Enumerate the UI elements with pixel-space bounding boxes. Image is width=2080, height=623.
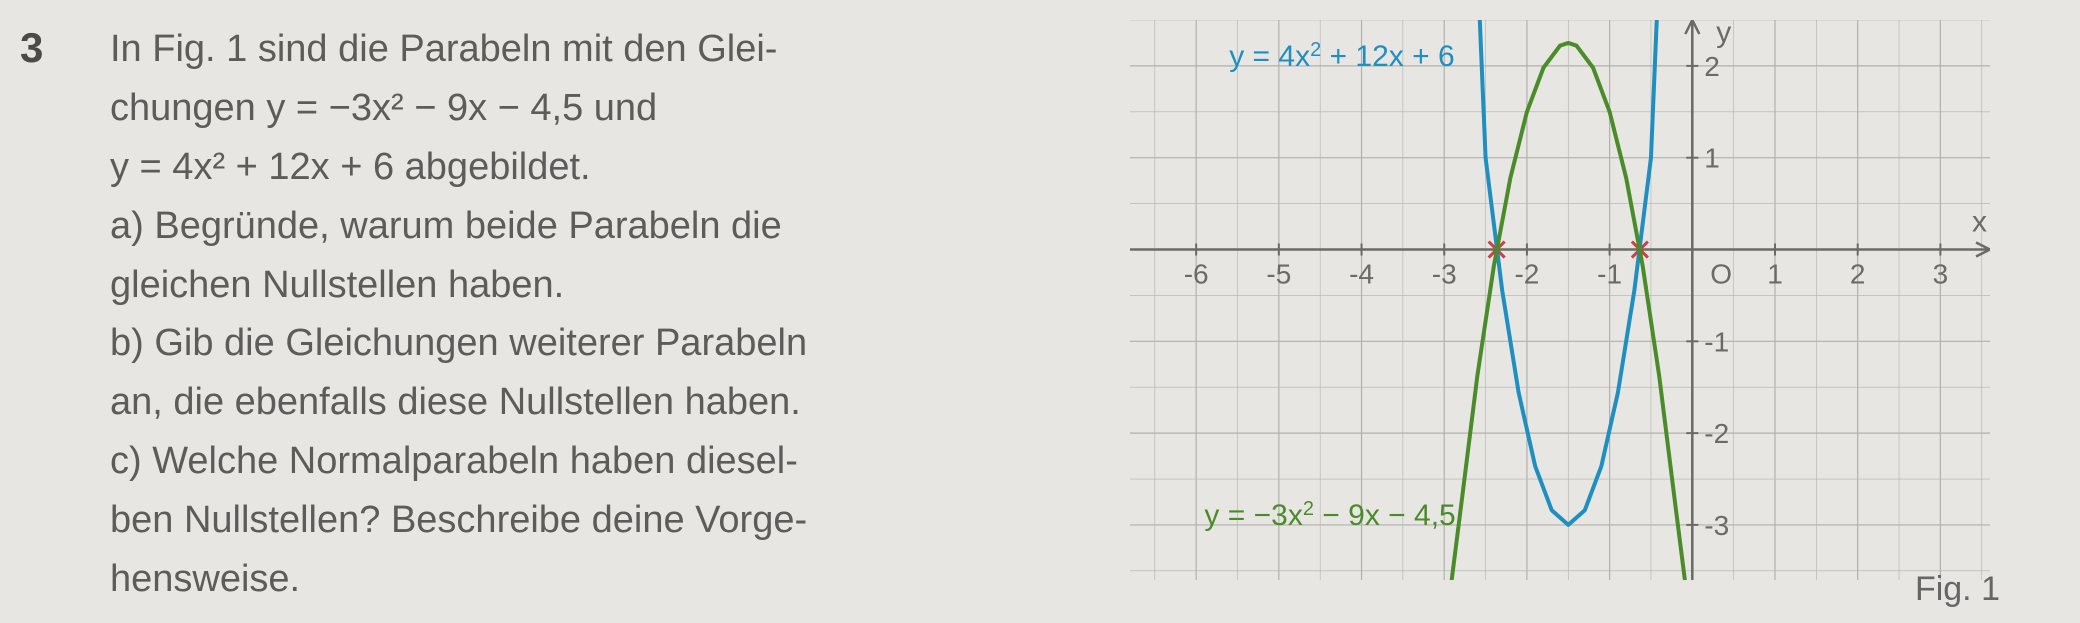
figure-caption: Fig. 1 bbox=[1915, 570, 2000, 609]
svg-text:-1: -1 bbox=[1597, 259, 1622, 290]
part-b-label: b) bbox=[110, 322, 144, 364]
exercise-body: In Fig. 1 sind die Parabeln mit den Glei… bbox=[110, 20, 2060, 609]
svg-text:2: 2 bbox=[1850, 259, 1866, 290]
intro-line3-post: abgebildet. bbox=[394, 146, 591, 188]
svg-text:-4: -4 bbox=[1349, 259, 1374, 290]
part-c-line1: Welche Normalparabeln haben diesel- bbox=[142, 440, 798, 482]
part-a-label: a) bbox=[110, 205, 144, 247]
svg-text:y: y bbox=[1716, 20, 1731, 49]
equation-1: y = −3x² − 9x − 4,5 bbox=[266, 87, 583, 129]
part-c-line3: hensweise. bbox=[110, 558, 300, 600]
svg-text:-2: -2 bbox=[1514, 259, 1539, 290]
svg-text:3: 3 bbox=[1933, 259, 1949, 290]
svg-text:-3: -3 bbox=[1432, 259, 1457, 290]
svg-text:1: 1 bbox=[1704, 143, 1720, 174]
part-c-line2: ben Nullstellen? Beschreibe deine Vorge- bbox=[110, 499, 807, 541]
intro-line2-post: und bbox=[583, 87, 657, 129]
svg-text:2: 2 bbox=[1704, 51, 1720, 82]
svg-text:-3: -3 bbox=[1704, 510, 1729, 541]
svg-text:y = 4x2 + 12x + 6: y = 4x2 + 12x + 6 bbox=[1229, 39, 1454, 73]
svg-text:y = −3x2 − 9x − 4,5: y = −3x2 − 9x − 4,5 bbox=[1204, 498, 1455, 532]
svg-text:1: 1 bbox=[1767, 259, 1783, 290]
svg-text:-5: -5 bbox=[1266, 259, 1291, 290]
part-a-line1: Begründe, warum beide Parabeln die bbox=[144, 205, 782, 247]
svg-text:-2: -2 bbox=[1704, 418, 1729, 449]
svg-text:-6: -6 bbox=[1184, 259, 1209, 290]
part-b-line1: Gib die Gleichungen weiterer Parabeln bbox=[144, 322, 807, 364]
part-c-label: c) bbox=[110, 440, 142, 482]
intro-line1: In Fig. 1 sind die Parabeln mit den Glei… bbox=[110, 28, 777, 70]
exercise-text: In Fig. 1 sind die Parabeln mit den Glei… bbox=[110, 20, 1090, 609]
exercise-block: 3 In Fig. 1 sind die Parabeln mit den Gl… bbox=[20, 20, 2060, 609]
part-b-line2: an, die ebenfalls diese Nullstellen habe… bbox=[110, 381, 801, 423]
parabola-chart: -6 -5 -4 -3 -2 -1 O 1 2 3 -3 -2 -1 1 2 x y y = 4x2 + 12x … bbox=[1130, 20, 1990, 580]
exercise-number: 3 bbox=[20, 20, 80, 72]
chart-container: -6 -5 -4 -3 -2 -1 O 1 2 3 -3 -2 -1 1 2 x y y = 4x2 + 12x … bbox=[1130, 20, 2010, 609]
svg-text:x: x bbox=[1972, 206, 1987, 239]
part-a-line2: gleichen Nullstellen haben. bbox=[110, 264, 564, 306]
equation-2: y = 4x² + 12x + 6 bbox=[110, 146, 394, 188]
intro-line2-pre: chungen bbox=[110, 87, 266, 129]
svg-text:-1: -1 bbox=[1704, 326, 1729, 357]
svg-text:O: O bbox=[1710, 259, 1732, 290]
